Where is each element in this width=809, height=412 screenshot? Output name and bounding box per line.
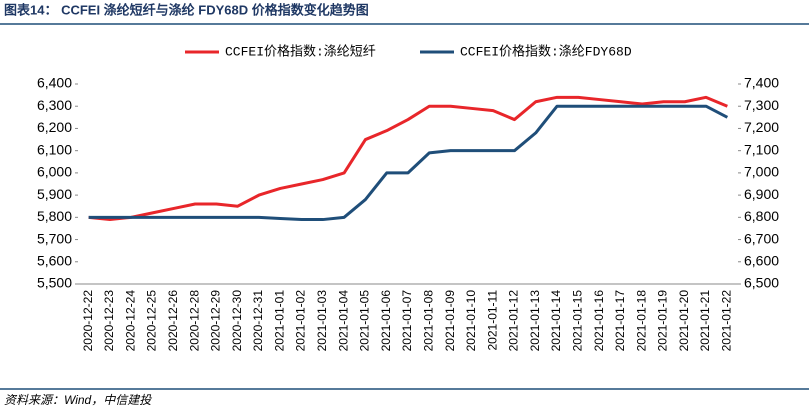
legend-label: CCFEI价格指数:涤纶FDY68D — [460, 43, 632, 59]
y-tick-label: 6,400 — [37, 75, 72, 91]
x-tick-label: 2021-01-05 — [358, 290, 372, 352]
x-tick-label: 2021-01-15 — [570, 290, 584, 352]
line-series — [88, 95, 728, 222]
y2-tick-label: 6,600 — [744, 252, 779, 268]
y-tick-label: 5,700 — [37, 230, 72, 246]
x-tick-label: 2021-01-19 — [656, 290, 670, 352]
x-tick-label: 2020-12-28 — [187, 290, 201, 352]
x-tick-label: 2021-01-16 — [592, 290, 606, 352]
y2-tick-label: 7,000 — [744, 164, 779, 180]
x-tick-label: 2020-12-30 — [230, 290, 244, 352]
x-tick-label: 2020-12-23 — [102, 290, 116, 352]
y-tick-label: 6,200 — [37, 119, 72, 135]
x-tick-label: 2021-01-01 — [272, 290, 286, 352]
x-tick-label: 2021-01-17 — [613, 290, 627, 352]
x-tick-label: 2021-01-21 — [698, 290, 712, 352]
x-tick-label: 2020-12-22 — [81, 290, 95, 352]
x-tick-label: 2021-01-07 — [400, 290, 414, 352]
y2-tick-label: 6,900 — [744, 186, 779, 202]
y2-tick-label: 6,500 — [744, 275, 779, 291]
x-tick-label: 2021-01-14 — [549, 290, 563, 352]
x-tick-label: 2020-12-29 — [209, 290, 223, 352]
x-tick-label: 2021-01-20 — [677, 290, 691, 352]
x-tick-label: 2021-01-12 — [507, 290, 521, 352]
y2-tick-label: 6,800 — [744, 208, 779, 224]
line-series — [88, 104, 729, 222]
x-tick-label: 2021-01-06 — [379, 290, 393, 352]
y-tick-label: 5,500 — [37, 275, 72, 291]
x-tick-label: 2021-01-04 — [336, 290, 350, 352]
y-tick-label: 5,900 — [37, 186, 72, 202]
chart-title: 图表14： CCFEI 涤纶短纤与涤纶 FDY68D 价格指数变化趋势图 — [4, 2, 369, 17]
y-tick-label: 6,000 — [37, 164, 72, 180]
x-tick-label: 2020-12-24 — [123, 290, 137, 352]
y-tick-label: 6,100 — [37, 141, 72, 157]
source: 资料来源：Wind，中信建投 — [4, 393, 152, 407]
x-tick-label: 2021-01-02 — [294, 290, 308, 352]
x-tick-label: 2021-01-13 — [528, 290, 542, 352]
y2-tick-label: 7,200 — [744, 119, 779, 135]
y-tick-label: 5,600 — [37, 252, 72, 268]
y2-tick-label: 6,700 — [744, 230, 779, 246]
x-tick-label: 2020-12-26 — [166, 290, 180, 352]
x-tick-label: 2020-12-25 — [145, 290, 159, 352]
y-tick-label: 6,300 — [37, 97, 72, 113]
legend-label: CCFEI价格指数:涤纶短纤 — [225, 43, 376, 59]
x-tick-label: 2020-12-31 — [251, 290, 265, 352]
x-tick-label: 2021-01-10 — [464, 290, 478, 352]
x-tick-label: 2021-01-03 — [315, 290, 329, 352]
x-tick-label: 2021-01-11 — [485, 290, 499, 351]
y2-tick-label: 7,400 — [744, 75, 779, 91]
x-tick-label: 2021-01-08 — [421, 290, 435, 352]
y-tick-label: 5,800 — [37, 208, 72, 224]
x-tick-label: 2021-01-18 — [634, 290, 648, 352]
y2-tick-label: 7,100 — [744, 141, 779, 157]
x-tick-label: 2021-01-09 — [443, 290, 457, 352]
y2-tick-label: 7,300 — [744, 97, 779, 113]
x-tick-label: 2021-01-22 — [720, 290, 734, 352]
